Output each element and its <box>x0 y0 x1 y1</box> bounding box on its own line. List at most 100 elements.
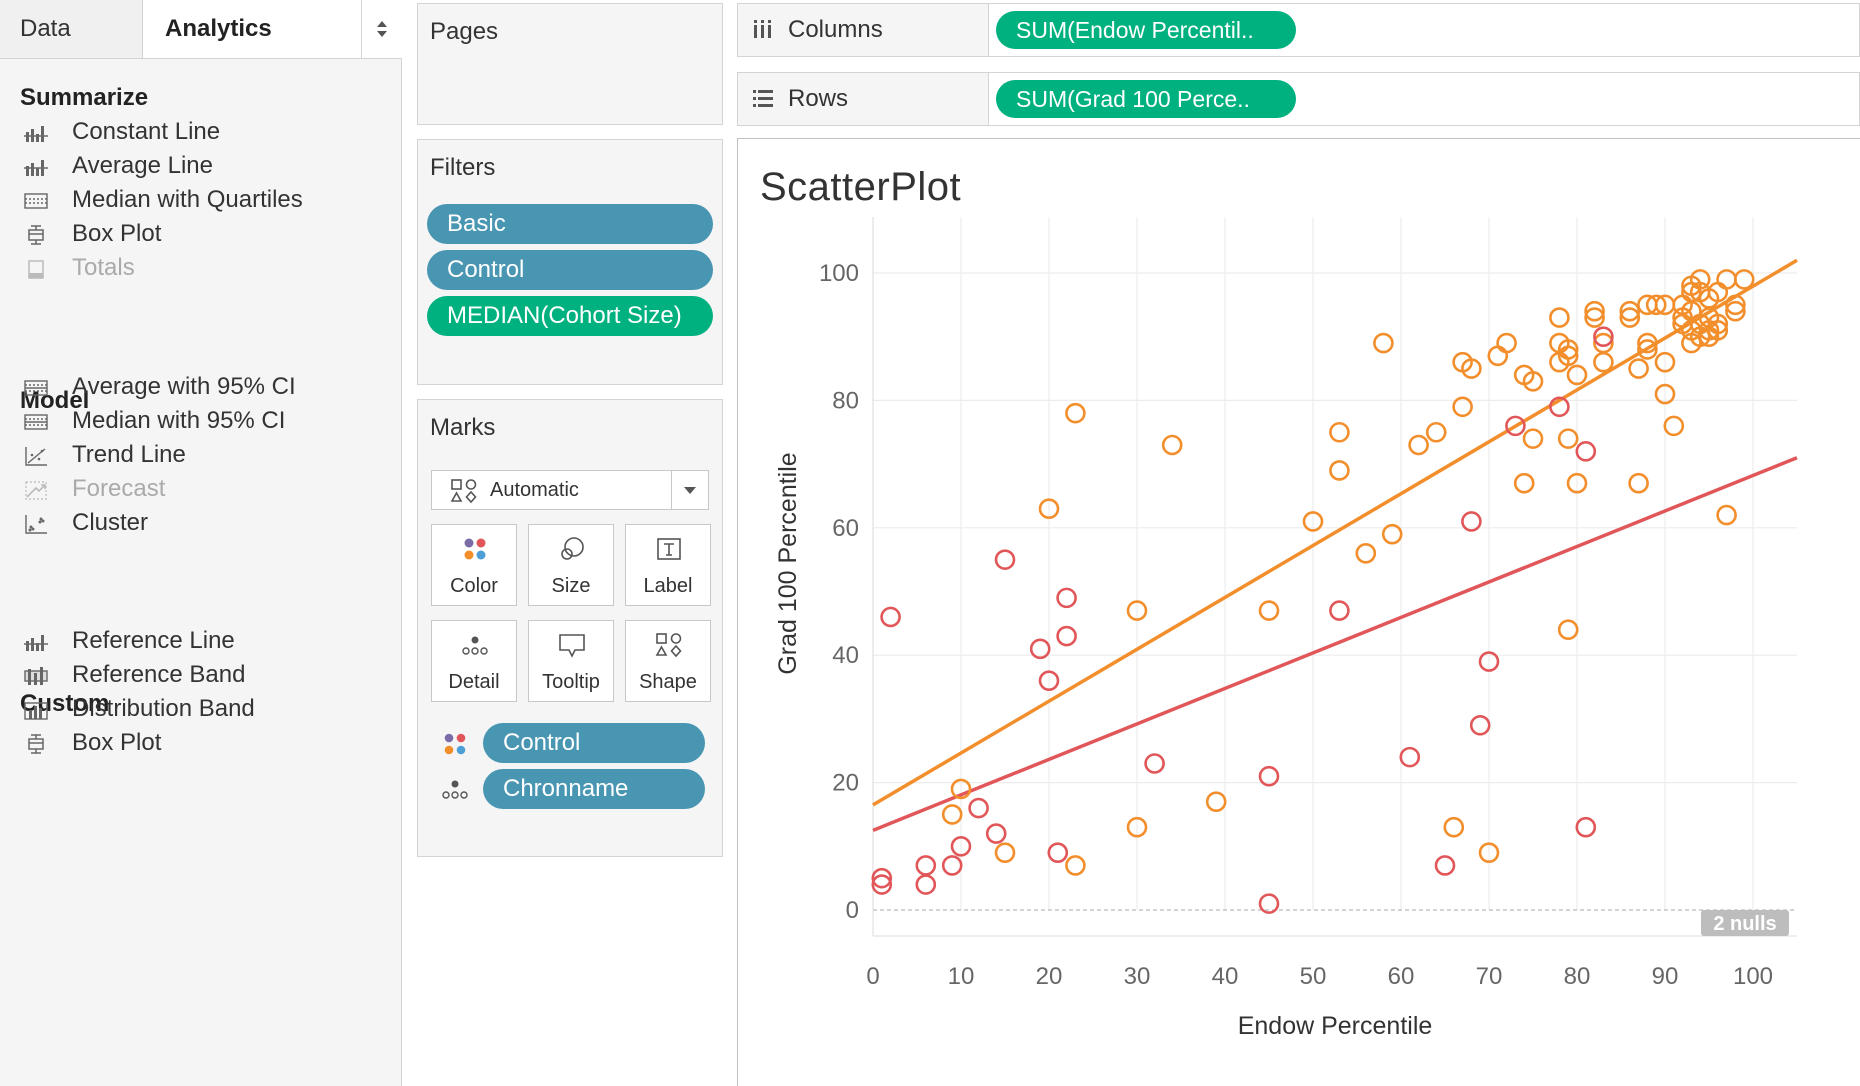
data-point[interactable] <box>1689 269 1711 290</box>
data-point[interactable] <box>1575 816 1597 838</box>
data-point[interactable] <box>1487 345 1509 367</box>
data-point[interactable] <box>1637 332 1658 354</box>
data-point[interactable] <box>1038 498 1060 519</box>
columns-shelf[interactable]: Columns SUM(Endow Percentil.. <box>737 3 1860 57</box>
analytics-item-constant-line[interactable]: Constant Line <box>20 116 390 150</box>
data-point[interactable] <box>1566 364 1588 386</box>
filters-card[interactable]: Filters Basic Control MEDIAN(Cohort Size… <box>417 139 723 385</box>
detail-button[interactable]: Detail <box>431 620 517 702</box>
rows-shelf[interactable]: Rows SUM(Grad 100 Perce.. <box>737 72 1860 126</box>
data-point[interactable] <box>1478 651 1500 672</box>
data-point[interactable] <box>1654 383 1676 405</box>
data-point[interactable] <box>950 835 972 857</box>
data-point[interactable] <box>1557 619 1579 641</box>
data-point[interactable] <box>1443 816 1465 838</box>
data-point[interactable] <box>1126 600 1148 621</box>
analytics-item-reference-line[interactable]: Reference Line <box>20 625 390 659</box>
data-point[interactable] <box>1258 765 1280 787</box>
label-button[interactable]: Label <box>625 524 711 606</box>
size-button[interactable]: Size <box>528 524 614 606</box>
mark-type-dropdown[interactable]: Automatic <box>431 470 709 510</box>
data-point[interactable] <box>994 549 1016 570</box>
data-point[interactable] <box>1029 638 1051 660</box>
data-point[interactable] <box>1707 313 1729 335</box>
filter-pill-basic[interactable]: Basic <box>427 204 713 244</box>
analytics-item-average-with-95-ci[interactable]: Average with 95% CI <box>20 371 390 405</box>
data-point[interactable] <box>1144 753 1165 774</box>
data-point[interactable] <box>1461 358 1482 379</box>
data-point[interactable] <box>1302 511 1324 532</box>
nulls-indicator[interactable] <box>1701 910 1789 936</box>
data-point[interactable] <box>941 855 963 876</box>
analytics-item-average-line[interactable]: Average Line <box>20 150 390 184</box>
data-point[interactable] <box>1355 542 1377 564</box>
data-point[interactable] <box>985 823 1007 844</box>
data-point[interactable] <box>968 797 989 819</box>
data-point[interactable] <box>994 842 1016 863</box>
data-point[interactable] <box>1557 428 1579 449</box>
data-point[interactable] <box>1716 504 1737 526</box>
data-point[interactable] <box>1593 351 1614 373</box>
data-point[interactable] <box>1408 434 1429 456</box>
tab-data[interactable]: Data <box>0 0 143 58</box>
shape-button[interactable]: Shape <box>625 620 711 702</box>
data-point[interactable] <box>1619 307 1641 328</box>
filter-pill-median-cohort[interactable]: MEDIAN(Cohort Size) <box>427 296 713 336</box>
filter-pill-control[interactable]: Control <box>427 250 713 290</box>
data-point[interactable] <box>1628 358 1649 379</box>
data-point[interactable] <box>1478 842 1500 863</box>
columns-pill[interactable]: SUM(Endow Percentil.. <box>996 11 1296 49</box>
data-point[interactable] <box>1065 855 1086 876</box>
analytics-item-box-plot[interactable]: Box Plot <box>20 727 390 761</box>
analytics-item-median-with-quartiles[interactable]: Median with Quartiles <box>20 184 390 218</box>
tab-sort-icon[interactable] <box>361 0 402 58</box>
data-point[interactable] <box>1161 434 1183 456</box>
analytics-item-median-with-95-ci[interactable]: Median with 95% CI <box>20 405 390 439</box>
data-point[interactable] <box>1557 339 1579 360</box>
data-point[interactable] <box>1619 300 1641 322</box>
data-point[interactable] <box>1584 307 1605 328</box>
data-point[interactable] <box>1628 472 1649 494</box>
data-point[interactable] <box>1452 396 1473 418</box>
data-point[interactable] <box>1496 332 1517 354</box>
data-point[interactable] <box>1205 791 1227 813</box>
data-point[interactable] <box>1505 415 1526 437</box>
analytics-item-box-plot[interactable]: Box Plot <box>20 218 390 252</box>
data-point[interactable] <box>1557 345 1579 367</box>
data-point[interactable] <box>1434 855 1456 876</box>
data-point[interactable] <box>1038 670 1060 691</box>
data-point[interactable] <box>1549 307 1570 328</box>
analytics-item-trend-line[interactable]: Trend Line <box>20 439 390 473</box>
data-point[interactable] <box>1522 370 1544 392</box>
data-point[interactable] <box>1258 600 1280 621</box>
data-point[interactable] <box>1126 816 1148 838</box>
rows-pill[interactable]: SUM(Grad 100 Perce.. <box>996 80 1296 118</box>
data-point[interactable] <box>1522 428 1544 449</box>
data-point[interactable] <box>1056 625 1077 647</box>
data-point[interactable] <box>1425 421 1447 443</box>
data-point[interactable] <box>1584 300 1605 322</box>
tooltip-button[interactable]: Tooltip <box>528 620 614 702</box>
data-point[interactable] <box>1065 402 1086 424</box>
data-point[interactable] <box>1707 320 1729 341</box>
detail-encoding-pill[interactable]: Chronname <box>483 769 705 809</box>
data-point[interactable] <box>1399 746 1421 768</box>
data-point[interactable] <box>1513 472 1535 494</box>
data-point[interactable] <box>1654 351 1676 373</box>
data-point[interactable] <box>871 874 893 895</box>
data-point[interactable] <box>871 867 893 889</box>
data-point[interactable] <box>1725 300 1746 322</box>
analytics-item-distribution-band[interactable]: Distribution Band <box>20 693 390 727</box>
data-point[interactable] <box>1645 294 1667 316</box>
data-point[interactable] <box>1637 339 1658 360</box>
data-point[interactable] <box>1381 523 1403 545</box>
data-point[interactable] <box>1469 714 1491 736</box>
data-point[interactable] <box>1549 396 1570 418</box>
data-point[interactable] <box>1329 600 1350 621</box>
data-point[interactable] <box>915 874 937 895</box>
pages-card[interactable]: Pages <box>417 3 723 125</box>
color-encoding-pill[interactable]: Control <box>483 723 705 763</box>
data-point[interactable] <box>1047 842 1069 863</box>
analytics-item-totals[interactable]: Totals <box>20 252 390 286</box>
data-point[interactable] <box>1373 332 1394 354</box>
